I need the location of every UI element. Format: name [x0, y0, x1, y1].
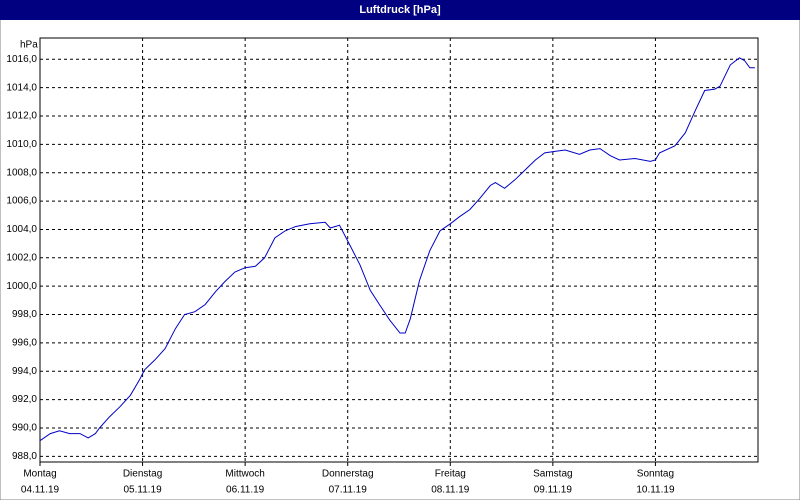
chart-title: Luftdruck [hPa] [359, 4, 441, 16]
title-bar [0, 0, 800, 20]
x-tick-date: 09.11.19 [534, 485, 573, 496]
x-tick-date: 04.11.19 [21, 485, 60, 496]
x-tick-label: Montag [23, 469, 56, 480]
y-tick-label: 1016,0 [6, 54, 37, 65]
x-tick-label: Mittwoch [225, 469, 264, 480]
x-tick-date: 10.11.19 [636, 485, 675, 496]
y-tick-label: 1010,0 [6, 139, 37, 150]
x-tick-label: Freitag [435, 469, 466, 480]
x-tick-label: Sonntag [637, 469, 674, 480]
y-tick-label: 1004,0 [6, 224, 37, 235]
plot-area [39, 37, 759, 463]
x-tick-date: 06.11.19 [226, 485, 265, 496]
x-tick-date: 08.11.19 [431, 485, 470, 496]
y-tick-label: 1000,0 [6, 281, 37, 292]
y-tick-label: 994,0 [12, 366, 37, 377]
y-tick-label: 1008,0 [6, 167, 37, 178]
series-line [39, 57, 755, 442]
y-unit: hPa [20, 40, 38, 51]
y-tick-label: 1014,0 [6, 82, 37, 93]
x-tick-label: Dienstag [123, 469, 162, 480]
x-tick-label: Donnerstag [322, 469, 374, 480]
y-tick-label: 990,0 [12, 423, 37, 434]
y-tick-label: 1006,0 [6, 196, 37, 207]
y-tick-label: 998,0 [12, 309, 37, 320]
y-tick-label: 988,0 [12, 451, 37, 462]
y-tick-label: 1012,0 [6, 111, 37, 122]
x-tick-date: 05.11.19 [123, 485, 162, 496]
x-tick-label: Samstag [533, 469, 572, 480]
y-tick-label: 996,0 [12, 338, 37, 349]
x-tick-date: 07.11.19 [329, 485, 368, 496]
y-tick-label: 1002,0 [6, 252, 37, 263]
y-tick-label: 992,0 [12, 394, 37, 405]
